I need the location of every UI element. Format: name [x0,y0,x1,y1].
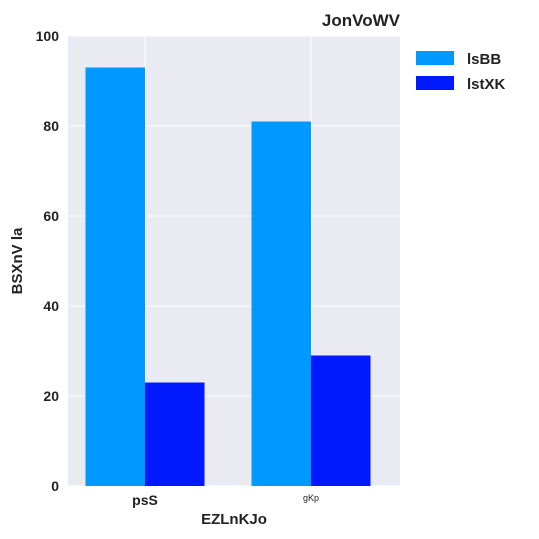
y-tick-label: 0 [51,478,59,494]
y-tick-label: 60 [43,208,59,224]
bar-lsBB-psS [85,67,145,486]
legend-label-lstXK: lstXK [467,76,506,93]
x-tick-label: psS [132,492,158,508]
y-tick-label: 100 [36,28,60,44]
bars [85,67,371,486]
legend-swatch-lsBB [416,51,454,65]
bar-lstXK-psS [145,382,205,486]
x-tick-label: gKp [303,493,319,503]
bar-lstXK-gKp [311,355,371,486]
x-axis-label: EZLnKJo [201,511,267,528]
legend: lsBB lstXK [416,51,506,93]
y-tick-label: 20 [43,388,59,404]
legend-swatch-lstXK [416,76,454,90]
y-tick-labels: 0 20 40 60 80 100 [36,28,60,494]
y-axis-label: BSXnV la [9,227,26,294]
chart-title: JonVoWV [322,11,401,30]
bar-lsBB-gKp [251,121,311,486]
x-tick-labels: psS gKp [132,492,319,508]
y-tick-label: 40 [43,298,59,314]
y-tick-label: 80 [43,118,59,134]
legend-label-lsBB: lsBB [467,51,501,68]
